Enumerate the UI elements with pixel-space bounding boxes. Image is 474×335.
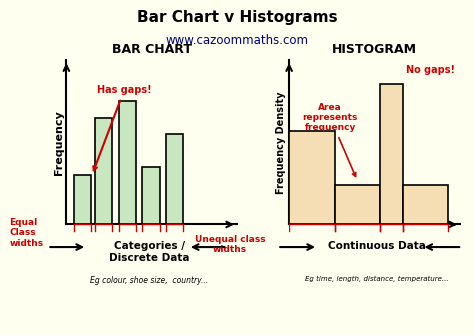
Text: No gaps!: No gaps! (406, 65, 455, 75)
Text: Eg time, length, distance, temperature...: Eg time, length, distance, temperature..… (305, 276, 449, 282)
Bar (289, 131, 335, 224)
Title: BAR CHART: BAR CHART (112, 43, 191, 56)
Text: Bar Chart v Histograms: Bar Chart v Histograms (137, 10, 337, 25)
Y-axis label: Frequency: Frequency (54, 110, 64, 175)
Bar (95, 118, 112, 224)
Bar (403, 185, 448, 224)
Y-axis label: Frequency Density: Frequency Density (276, 91, 286, 194)
Text: Categories /
Discrete Data: Categories / Discrete Data (109, 241, 190, 263)
Bar (119, 101, 136, 224)
Text: Has gaps!: Has gaps! (93, 85, 151, 171)
Bar (74, 175, 91, 224)
Text: Equal
Class
widths: Equal Class widths (9, 218, 44, 248)
Text: www.cazoommaths.com: www.cazoommaths.com (165, 34, 309, 47)
Text: Unequal class
widths: Unequal class widths (195, 234, 265, 254)
Bar (166, 134, 183, 224)
Title: HISTOGRAM: HISTOGRAM (332, 43, 417, 56)
Bar (335, 185, 380, 224)
Text: Continuous Data: Continuous Data (328, 241, 426, 251)
Bar (143, 167, 160, 224)
Text: Area
represents
frequency: Area represents frequency (302, 103, 358, 177)
Text: Eg colour, shoe size,  country...: Eg colour, shoe size, country... (90, 276, 209, 285)
Bar (380, 84, 403, 224)
